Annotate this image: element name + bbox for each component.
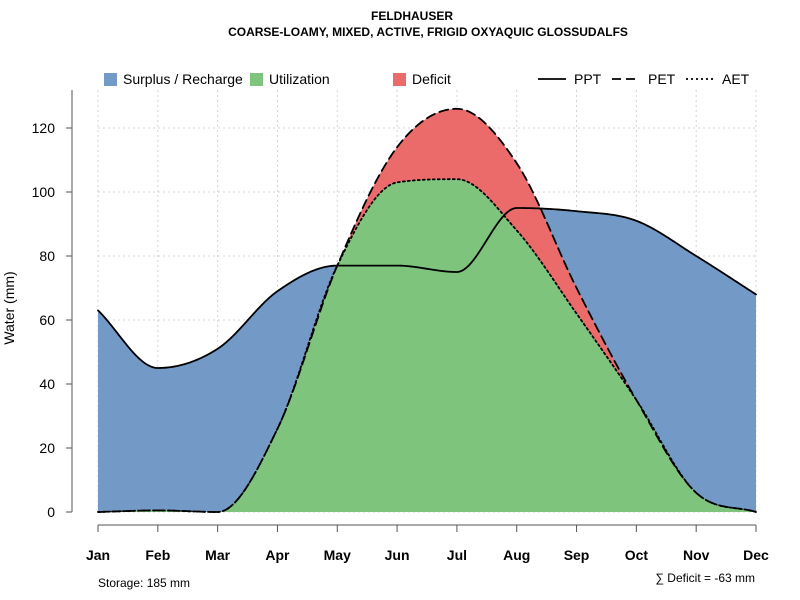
x-tick-label: Sep: [564, 547, 590, 563]
chart-subtitle: COARSE-LOAMY, MIXED, ACTIVE, FRIGID OXYA…: [228, 25, 628, 39]
x-tick-label: Jan: [86, 547, 110, 563]
y-tick-label: 40: [39, 376, 55, 392]
line-pet: [97, 107, 757, 513]
x-tick-label: Aug: [503, 547, 530, 563]
legend-swatch: [250, 73, 263, 86]
x-tick-label: Apr: [265, 547, 290, 563]
y-tick-label: 60: [39, 312, 55, 328]
legend-label: PPT: [574, 71, 602, 87]
x-tick-label: Nov: [683, 547, 710, 563]
line-aet: [97, 178, 757, 513]
line-ppt: [97, 207, 757, 369]
legend-label: Deficit: [412, 71, 451, 87]
y-axis-title: Water (mm): [1, 271, 17, 344]
area-utilization: [98, 179, 756, 512]
legend: Surplus / Recharge Utilization Deficit PPT P…: [104, 71, 750, 87]
y-tick-label: 20: [39, 440, 55, 456]
x-tick-label: Feb: [145, 547, 170, 563]
y-tick-label: 80: [39, 248, 55, 264]
x-tick-label: May: [324, 547, 351, 563]
legend-swatch: [393, 73, 406, 86]
y-tick-label: 100: [32, 184, 56, 200]
chart-title: FELDHAUSER: [371, 9, 453, 23]
storage-note: Storage: 185 mm: [98, 576, 190, 590]
legend-swatch: [104, 73, 117, 86]
x-tick-label: Dec: [743, 547, 769, 563]
x-tick-label: Jul: [447, 547, 467, 563]
legend-label: AET: [722, 71, 750, 87]
y-tick-label: 120: [32, 120, 56, 136]
deficit-note: ∑ Deficit = -63 mm: [655, 571, 755, 585]
areas: [98, 108, 756, 513]
series-lines: [97, 107, 757, 513]
x-tick-label: Oct: [625, 547, 649, 563]
y-tick-label: 0: [47, 504, 55, 520]
axes: 0 20 40 60 80 100 120 Jan Feb Mar Apr May Jun Jul Aug S…: [32, 90, 769, 563]
legend-label: Utilization: [269, 71, 330, 87]
x-tick-label: Jun: [385, 547, 410, 563]
legend-label: PET: [648, 71, 676, 87]
x-tick-label: Mar: [205, 547, 230, 563]
legend-label: Surplus / Recharge: [123, 71, 243, 87]
